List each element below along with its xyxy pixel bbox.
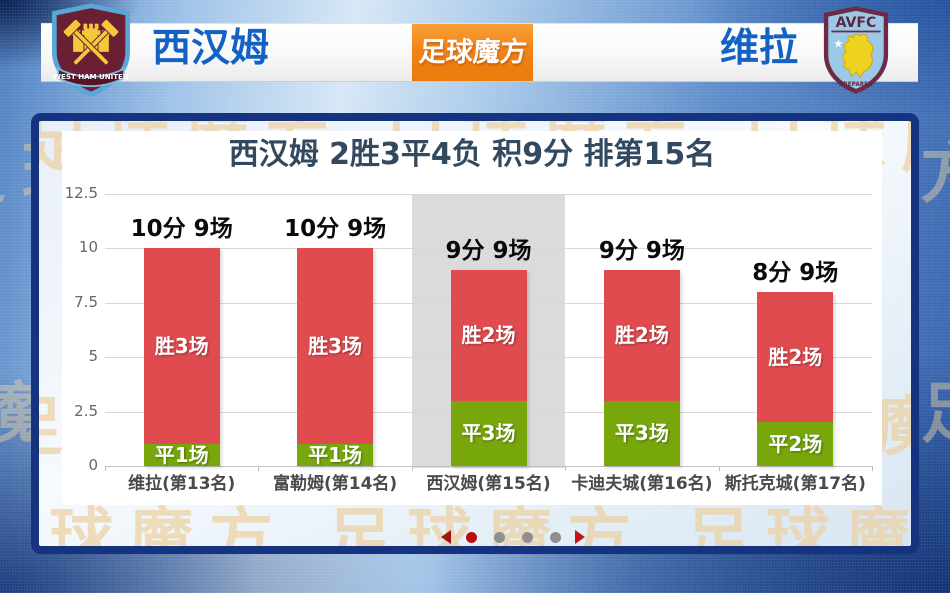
carousel-prev-arrow[interactable] [441,530,451,544]
y-axis-tick-label: 12.5 [64,184,98,202]
away-team-name: 维拉 [720,26,799,71]
aston-villa-motto: PREPARED [839,82,873,88]
draw-segment: 平3场 [603,400,680,466]
x-axis-category-label: 富勒姆(第14名) [272,474,398,494]
win-segment-label: 胜2场 [461,323,516,348]
win-segment: 胜3场 [143,248,220,445]
gridline [105,194,872,195]
y-axis-tick-label: 2.5 [74,401,98,420]
aston-villa-initials: AVFC [836,15,877,31]
brand-logo: 足球魔方 [412,24,533,81]
aston-villa-crest-icon: AVFC ★ PREPARED [820,6,892,94]
carousel-dot-3[interactable] [521,531,533,543]
draw-segment-label: 平2场 [768,432,823,457]
win-segment-label: 胜2场 [768,345,823,370]
svg-text:★: ★ [833,36,843,50]
carousel-dot-1[interactable] [465,531,477,543]
bar-total-label: 10分 9场 [284,216,387,243]
stats-card: 足球魔方 足球魔方 足球魔方 足球魔方 足球魔方 足球魔方 足球魔方 足球魔方 … [31,113,919,554]
stacked-bar: 胜3场平1场 [143,248,220,468]
win-segment: 胜3场 [297,248,374,445]
gridline [105,466,872,467]
y-axis-tick-label: 0 [88,456,98,474]
x-axis-category-label: 斯托克城(第17名) [724,474,866,494]
stacked-bar: 胜3场平1场 [297,248,374,468]
gridline [105,248,872,250]
west-ham-ribbon-text: WEST HAM UNITED [53,72,129,81]
x-axis-category-label: 西汉姆(第15名) [426,474,551,494]
carousel-pagination [435,528,591,546]
bar-total-label: 10分 9场 [130,216,233,243]
y-axis-tick-label: 10 [78,238,98,257]
y-axis-tick-label: 7.5 [74,292,98,311]
draw-segment: 平1场 [143,443,220,468]
x-axis-category-label: 维拉(第13名) [128,474,236,494]
chart-panel: 西汉姆 2胜3平4负 积9分 排第15名 0 2.5 5 7.5 10 12.5 胜3场平1… [62,131,882,505]
y-axis-tick-label: 5 [88,347,98,366]
brand-logo-text: 足球魔方 [417,37,528,68]
win-segment-label: 胜3场 [308,334,363,359]
carousel-dot-4[interactable] [549,531,561,543]
draw-segment: 平2场 [757,422,834,466]
x-axis-tickmark [718,466,720,471]
draw-segment-label: 平1场 [308,443,363,468]
win-segment: 胜2场 [450,270,527,401]
draw-segment-label: 平1场 [154,443,209,468]
win-segment: 胜2场 [603,270,680,401]
x-axis-tickmark [258,466,260,471]
x-axis-tickmark [565,466,567,471]
x-axis-tickmark [411,466,413,471]
x-axis-tickmark [105,466,106,471]
win-segment-label: 胜2场 [614,323,669,348]
stacked-bar: 胜2场平3场 [603,270,680,466]
home-team-name: 西汉姆 [152,26,270,71]
west-ham-crest-icon: WEST HAM UNITED [44,2,138,98]
win-segment: 胜2场 [757,291,834,423]
draw-segment: 平3场 [450,400,527,466]
win-segment-label: 胜3场 [154,334,209,359]
stacked-bar: 胜2场平3场 [450,270,527,466]
bar-total-label: 9分 9场 [445,238,532,265]
stacked-bar: 胜2场平2场 [757,291,834,466]
bar-total-label: 8分 9场 [752,259,839,286]
carousel-next-arrow[interactable] [575,530,585,544]
x-axis-category-label: 卡迪夫城(第16名) [571,474,713,494]
carousel-dot-2[interactable] [493,531,505,543]
bar-total-label: 9分 9场 [598,238,685,265]
draw-segment-label: 平3场 [614,421,669,446]
draw-segment-label: 平3场 [461,421,516,446]
chart-title: 西汉姆 2胜3平4负 积9分 排第15名 [228,137,716,172]
x-axis-tickmark [872,466,873,471]
draw-segment: 平1场 [297,443,374,468]
